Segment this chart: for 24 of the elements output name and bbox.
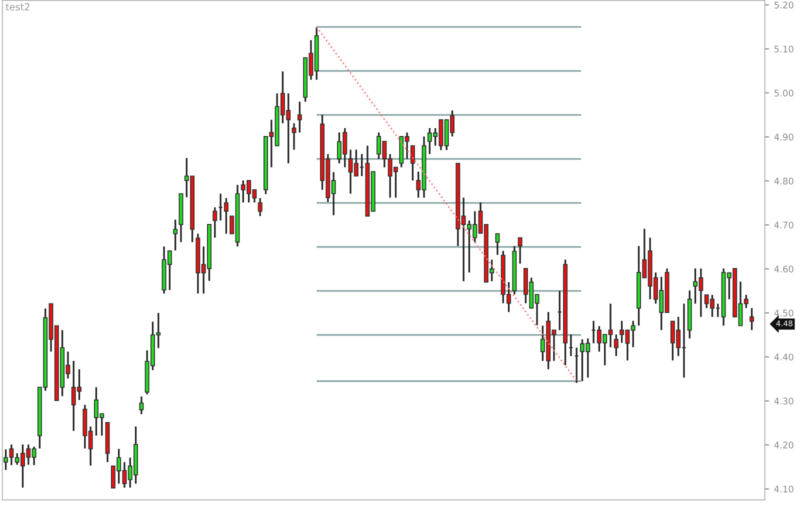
candlestick [258, 197, 262, 217]
candlestick [495, 232, 500, 256]
candlestick [750, 307, 754, 331]
candlestick [292, 122, 296, 151]
y-tick-label: 4.90 [774, 134, 794, 140]
candlestick [297, 100, 302, 134]
candlestick [212, 206, 218, 239]
y-tick-label: 4.30 [774, 398, 794, 404]
y-tick-label: 4.20 [774, 442, 794, 448]
y-tick-label: 4.10 [774, 486, 794, 492]
y-tick-label: 5.20 [774, 2, 794, 8]
y-tick-label: 5.00 [774, 90, 794, 96]
candlestick [173, 218, 178, 252]
y-tick-label: 4.80 [774, 178, 794, 184]
y-tick-label: 4.70 [774, 222, 794, 228]
y-tick-label: 4.40 [774, 354, 794, 360]
y-tick-label: 5.10 [774, 46, 794, 52]
candlestick [410, 144, 415, 182]
candlestick [139, 396, 144, 415]
y-tick-label: 4.60 [774, 266, 794, 272]
chart-title: test2 [6, 3, 30, 11]
candlestick [614, 334, 618, 357]
y-tick-label: 4.50 [774, 310, 794, 316]
candlestick [518, 236, 522, 264]
